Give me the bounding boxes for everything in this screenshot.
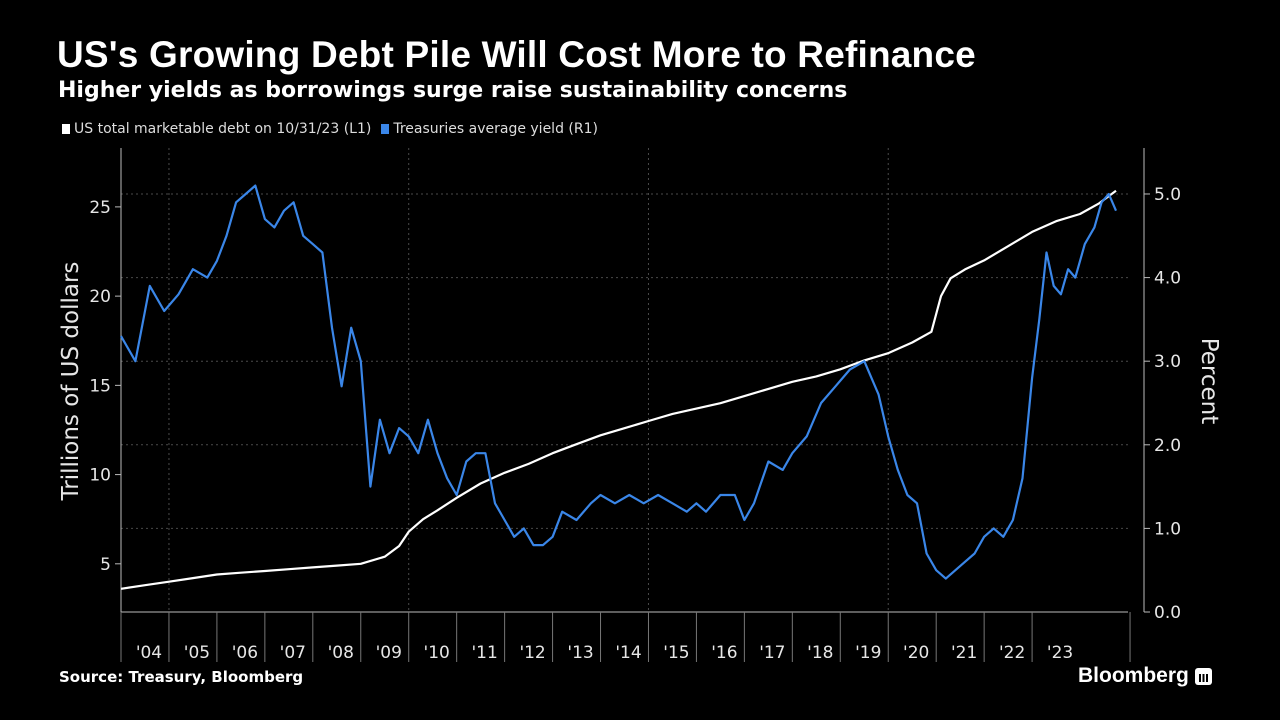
x-tick-label: '21	[951, 643, 977, 663]
y-axis-right-title: Percent	[1196, 338, 1222, 425]
x-tick-label: '22	[999, 643, 1025, 663]
grid	[121, 148, 1128, 613]
y-left-tick-label: 25	[89, 198, 111, 218]
y-right-tick-label: 1.0	[1154, 519, 1181, 539]
brand-name: Bloomberg	[1078, 664, 1189, 687]
y-right-tick-label: 3.0	[1154, 352, 1181, 372]
x-tick-label: '14	[615, 643, 641, 663]
x-tick-label: '23	[1047, 643, 1073, 663]
series-layer	[120, 184, 1118, 590]
y-right-tick-label: 5.0	[1154, 185, 1181, 205]
legend-item-yield: Treasuries average yield (R1)	[381, 121, 598, 137]
x-tick-label: '05	[184, 643, 210, 663]
x-tick-label: '16	[711, 643, 737, 663]
y-axis-left-title: Trillions of US dollars	[58, 262, 84, 502]
legend-swatch-yield	[381, 124, 390, 134]
y-left-tick-label: 15	[89, 376, 111, 396]
series-line-yield	[120, 184, 1118, 580]
chart-subtitle: Higher yields as borrowings surge raise …	[58, 78, 848, 103]
x-tick-label: '09	[376, 643, 402, 663]
x-tick-label: '13	[567, 643, 593, 663]
x-tick-label: '15	[663, 643, 689, 663]
x-tick-label: '10	[424, 643, 450, 663]
y-right-tick-label: 2.0	[1154, 436, 1181, 456]
x-tick-label: '17	[759, 643, 785, 663]
brand-logo: Bloomberg	[1078, 664, 1212, 688]
x-tick-label: '07	[280, 643, 306, 663]
x-tick-label: '19	[855, 643, 881, 663]
legend-item-debt: US total marketable debt on 10/31/23 (L1…	[62, 121, 371, 137]
legend-swatch-debt	[62, 124, 70, 134]
series-line-debt	[120, 189, 1117, 590]
x-tick-label: '06	[232, 643, 258, 663]
source-note: Source: Treasury, Bloomberg	[59, 668, 304, 686]
x-tick-label: '20	[903, 643, 929, 663]
y-left-tick-label: 20	[89, 287, 111, 307]
chart-title: US's Growing Debt Pile Will Cost More to…	[57, 34, 976, 75]
x-tick-label: '04	[136, 643, 162, 663]
x-tick-label: '08	[328, 643, 354, 663]
axes: 5 10 15 20 25 0.0 1.0 2.0 3.0 4.0 5.0 '04 '05 '06 '07 '…	[89, 148, 1181, 663]
x-tick-label: '11	[471, 643, 497, 663]
legend: US total marketable debt on 10/31/23 (L1…	[62, 121, 598, 137]
y-right-tick-label: 4.0	[1154, 269, 1181, 289]
bar-chart-icon	[1194, 667, 1212, 685]
legend-label-yield: Treasuries average yield (R1)	[393, 121, 598, 137]
y-left-tick-label: 10	[89, 466, 111, 486]
x-tick-label: '18	[807, 643, 833, 663]
x-tick-label: '12	[519, 643, 545, 663]
legend-label-debt: US total marketable debt on 10/31/23 (L1…	[74, 121, 372, 137]
y-right-tick-label: 0.0	[1154, 603, 1181, 623]
y-left-tick-label: 5	[100, 555, 111, 575]
